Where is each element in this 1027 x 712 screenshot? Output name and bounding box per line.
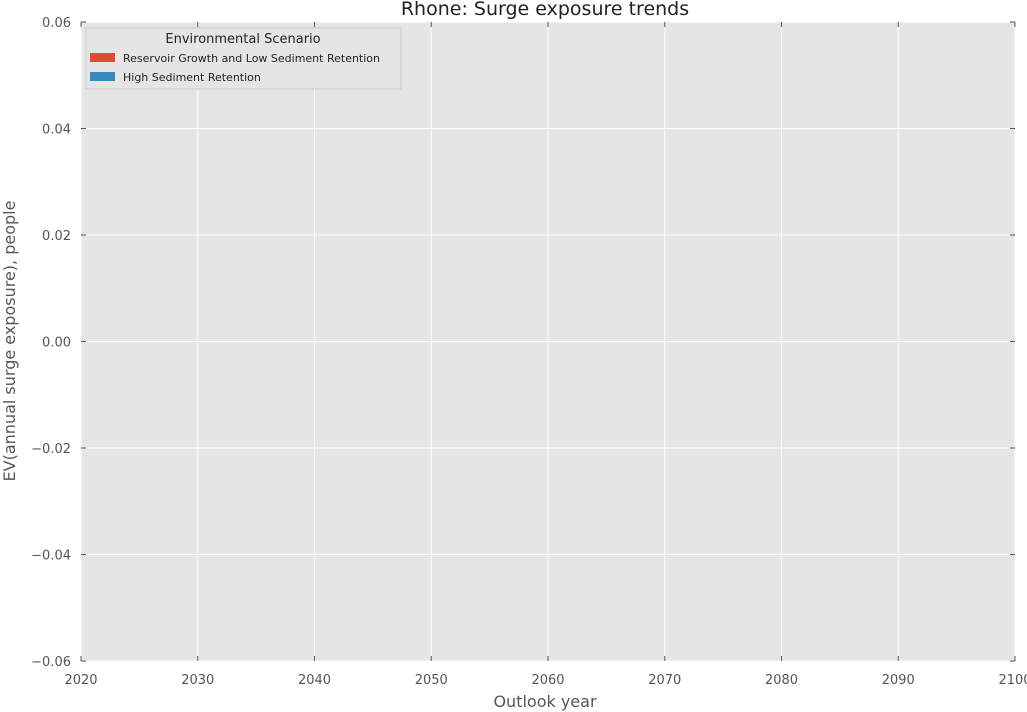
y-tick-label: 0.04 [42,123,71,138]
tick-marks [80,21,1016,662]
y-tick-label: −0.02 [31,442,71,457]
y-tick-label: 0.00 [42,336,71,351]
x-tick-label: 2070 [648,673,681,688]
x-tick-label: 2030 [181,673,214,688]
y-tick-label: −0.06 [31,655,71,670]
x-tick-label: 2040 [298,673,331,688]
y-tick-label: 0.02 [42,229,71,244]
chart-title: Rhone: Surge exposure trends [401,0,689,20]
y-tick-labels: 0.06 0.04 0.02 0.00 −0.02 −0.04 −0.06 [31,16,71,670]
legend-label-high-sediment: High Sediment Retention [123,71,261,84]
legend: Environmental Scenario Reservoir Growth … [85,27,402,90]
x-axis-label: Outlook year [493,692,597,711]
y-tick-label: −0.04 [31,549,71,564]
x-tick-label: 2020 [64,673,97,688]
legend-swatch-reservoir-growth [90,53,115,62]
legend-title: Environmental Scenario [165,32,320,47]
x-tick-label: 2050 [415,673,448,688]
y-axis-label: EV(annual surge exposure), people [0,201,19,482]
y-tick-label: 0.06 [42,16,71,31]
legend-swatch-high-sediment [90,72,115,81]
x-tick-label: 2060 [531,673,564,688]
x-tick-label: 2090 [882,673,915,688]
legend-label-reservoir-growth: Reservoir Growth and Low Sediment Retent… [123,52,380,65]
x-tick-label: 2080 [765,673,798,688]
legend-box [85,27,402,90]
